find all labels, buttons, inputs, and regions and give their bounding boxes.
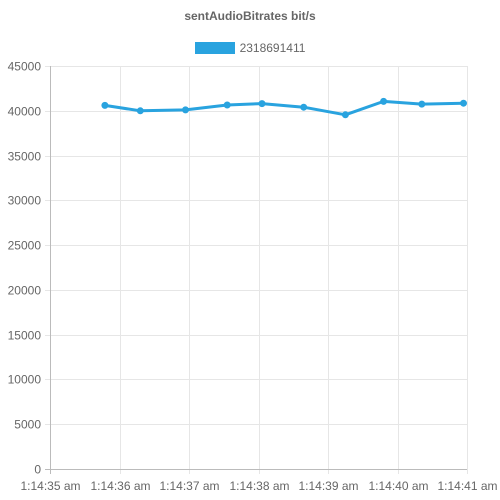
- y-tick-label: 30000: [8, 194, 42, 208]
- y-tick-label: 35000: [8, 150, 42, 164]
- series-layer: [101, 97, 467, 119]
- data-point: [258, 100, 266, 108]
- legend[interactable]: 2318691411: [0, 41, 500, 57]
- y-tick-label: 45000: [8, 60, 42, 74]
- chart-title: sentAudioBitrates bit/s: [184, 9, 316, 23]
- data-point: [341, 111, 349, 119]
- x-tick-label: 1:14:40 am: [368, 479, 428, 493]
- data-point: [223, 101, 231, 109]
- y-tick-label: 0: [34, 463, 41, 477]
- grid-lines: [45, 66, 468, 474]
- data-point: [460, 99, 467, 107]
- y-tick-label: 20000: [8, 284, 42, 298]
- y-tick-label: 25000: [8, 239, 42, 253]
- x-axis-tick-labels: 1:14:35 am 1:14:36 am 1:14:37 am 1:14:38 am…: [20, 479, 497, 493]
- data-point: [380, 97, 388, 105]
- x-tick-label: 1:14:38 am: [229, 479, 289, 493]
- x-tick-label: 1:14:36 am: [90, 479, 150, 493]
- x-tick-label: 1:14:35 am: [20, 479, 80, 493]
- axes: [50, 66, 467, 470]
- series-line: [103, 99, 465, 117]
- y-tick-label: 10000: [8, 373, 42, 387]
- legend-swatch: [194, 42, 235, 54]
- data-point: [136, 107, 144, 115]
- data-point: [101, 101, 109, 109]
- y-tick-label: 5000: [14, 418, 41, 432]
- data-point: [182, 106, 189, 114]
- data-point: [300, 103, 308, 111]
- data-point: [418, 100, 426, 108]
- x-tick-label: 1:14:39 am: [298, 479, 358, 493]
- y-tick-label: 15000: [8, 329, 42, 343]
- x-tick-label: 1:14:37 am: [159, 479, 219, 493]
- x-tick-label: 1:14:41 am: [437, 479, 497, 493]
- y-axis-tick-labels: 0 5000 10000 15000 20000 25000 30000 35000 40000…: [8, 60, 42, 477]
- legend-label: 2318691411: [239, 41, 306, 55]
- y-tick-label: 40000: [8, 105, 42, 119]
